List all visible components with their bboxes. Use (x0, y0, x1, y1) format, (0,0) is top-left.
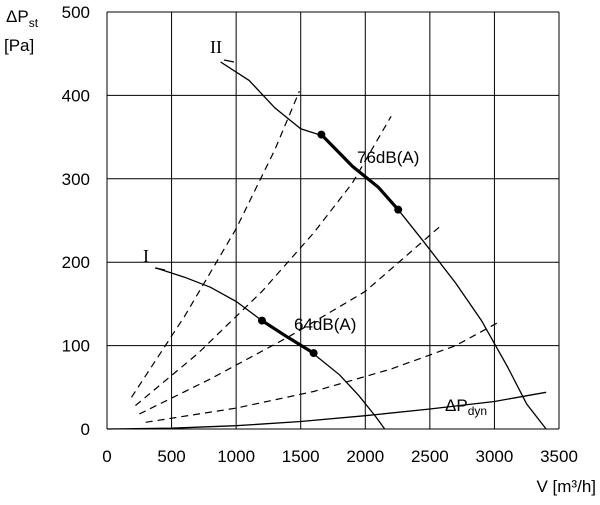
op-label-64db: 64dB(A) (294, 315, 356, 334)
y-tick-label-0: 0 (81, 420, 90, 439)
op-point-76dba-2 (394, 205, 403, 214)
dyn-pressure-label: ΔPdyn (445, 396, 487, 418)
x-tick-label-6: 3000 (476, 447, 514, 466)
y-tick-label-1: 100 (62, 337, 90, 356)
y-tick-label-4: 400 (62, 86, 90, 105)
op-point-64dba-1 (257, 316, 266, 325)
x-tick-label-0: 0 (102, 447, 111, 466)
system-resistance-lines (130, 90, 498, 423)
system-line-4 (145, 322, 498, 423)
curve-I (155, 267, 386, 430)
y-tick-label-2: 200 (62, 253, 90, 272)
system-line-1 (130, 90, 300, 398)
curve-dyn (106, 391, 547, 430)
x-tick-label-5: 2500 (411, 447, 449, 466)
y-axis-title: ΔPst (6, 7, 39, 30)
x-tick-label-1: 500 (157, 447, 185, 466)
x-tick-label-2: 1000 (217, 447, 255, 466)
x-tick-label-3: 1500 (282, 447, 320, 466)
grid (106, 11, 560, 430)
y-tick-label-3: 300 (62, 170, 90, 189)
curve-I-leader (154, 267, 166, 271)
op-range-64dba (261, 319, 315, 355)
curve-label-I: I (143, 246, 149, 266)
curve-label-II: II (210, 37, 222, 57)
x-axis-title: V [m³/h] (536, 477, 596, 496)
system-line-3 (139, 225, 441, 415)
curve-II-leader (223, 59, 235, 63)
x-tick-label-4: 2000 (346, 447, 384, 466)
op-point-76dba-1 (317, 130, 326, 139)
op-label-76db: 76dB(A) (357, 148, 419, 167)
y-axis-unit: [Pa] (4, 36, 34, 55)
y-tick-label-5: 500 (62, 3, 90, 22)
system-line-2 (135, 115, 392, 407)
curve-II (220, 61, 547, 430)
op-point-64dba-2 (309, 349, 318, 358)
tick-labels: 0 500 1000 1500 2000 2500 3000 3500 0 100 200 300 40… (62, 3, 578, 466)
op-range-76dba (320, 133, 400, 211)
operating-ranges (257, 130, 403, 358)
x-tick-label-7: 3500 (540, 447, 578, 466)
